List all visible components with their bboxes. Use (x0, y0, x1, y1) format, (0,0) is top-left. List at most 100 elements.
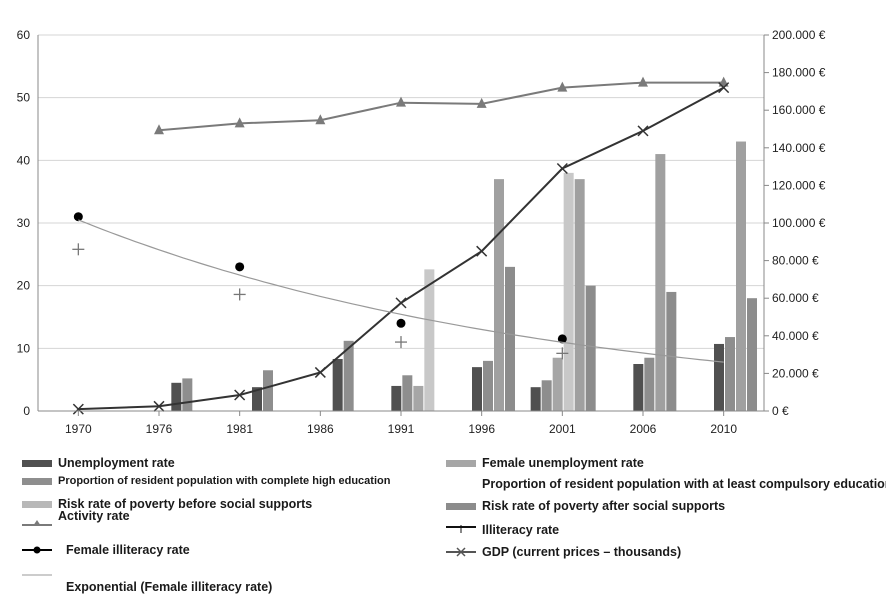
y-right-tick-label: 80.000 € (772, 254, 819, 268)
series-line (158, 81, 724, 132)
bar (552, 357, 563, 411)
bar (332, 358, 343, 411)
bar (391, 385, 402, 411)
y-left-tick-label: 10 (17, 341, 31, 355)
y-right-tick-label: 20.000 € (772, 366, 819, 380)
y-right-tick-label: 160.000 € (772, 103, 826, 117)
y-right-tick-label: 180.000 € (772, 66, 826, 80)
x-tick-label: 1991 (388, 422, 415, 436)
point-triangle (154, 124, 164, 135)
legend-label: Proportion of resident population with c… (58, 475, 391, 487)
x-tick-label: 2006 (630, 422, 657, 436)
point-dot (396, 318, 406, 328)
legend-swatch (22, 500, 52, 508)
bar (747, 298, 757, 411)
bar (644, 357, 655, 411)
y-right-tick-label: 40.000 € (772, 329, 819, 343)
point-x (234, 389, 246, 401)
y-right-tick-label: 140.000 € (772, 141, 826, 155)
y-right-tick-label: 200.000 € (772, 28, 826, 42)
legend-item-female-illiteracy: Female illiteracy rate (22, 543, 190, 557)
y-left-tick-label: 0 (23, 404, 30, 418)
bar (424, 269, 435, 411)
series-line (78, 86, 725, 411)
point-x (395, 297, 407, 309)
legend-item-activity: Activity rate (22, 509, 130, 526)
bar (530, 387, 541, 411)
y-left-tick-label: 60 (17, 28, 31, 42)
y-right-tick-label: 60.000 € (772, 291, 819, 305)
x-tick-label: 1996 (468, 422, 495, 436)
legend-swatch (446, 459, 476, 467)
point-x (153, 400, 165, 412)
point-triangle (638, 76, 648, 87)
legend-label: GDP (current prices – thousands) (482, 545, 682, 559)
y-right-tick-label: 120.000 € (772, 178, 826, 192)
bar (574, 179, 585, 411)
y-left-tick-label: 20 (17, 279, 31, 293)
point-x (637, 125, 649, 137)
legend-label: Exponential (Female illiteracy rate) (66, 580, 273, 594)
x-tick-label: 1981 (226, 422, 253, 436)
bar (714, 343, 724, 411)
axes: 0 10 20 30 40 50 60 0 € 20.000 € 40.000 € 60.000 €… (17, 28, 826, 436)
bar (252, 387, 262, 411)
bar (541, 380, 552, 411)
legend-label: Risk rate of poverty after social suppor… (482, 499, 726, 513)
point-x (72, 403, 84, 415)
point-x (556, 162, 568, 175)
point-dot (235, 262, 245, 272)
bar (633, 364, 644, 411)
point-triangle (396, 96, 406, 107)
point-triangle (315, 114, 326, 125)
point-x (718, 82, 730, 94)
combo-chart: 0 10 20 30 40 50 60 0 € 20.000 € 40.000 € 60.000 €… (17, 28, 826, 436)
legend-swatch (22, 459, 52, 467)
y-right-tick-label: 0 € (772, 404, 789, 418)
x-tick-label: 1970 (65, 422, 92, 436)
point-dot (557, 334, 567, 344)
bar (263, 370, 273, 411)
legend-label: Risk rate of poverty before social suppo… (58, 497, 313, 511)
legend-swatch (446, 502, 476, 510)
bar (655, 154, 666, 412)
legend-item-illiteracy: Illiteracy rate (446, 523, 559, 537)
point-triangle (476, 97, 487, 108)
bar (182, 378, 193, 411)
legend-item-gdp: GDP (current prices – thousands) (446, 545, 681, 559)
legend-label: Activity rate (58, 509, 130, 523)
line-marks (72, 76, 730, 415)
legend-swatch (22, 477, 52, 485)
bar (413, 385, 424, 411)
legend-item-compulsory-edu: Proportion of resident population with a… (482, 477, 886, 491)
trendline (78, 219, 724, 363)
x-tick-label: 1986 (307, 422, 334, 436)
y-left-tick-label: 40 (17, 153, 31, 167)
legend-item-female-unemployment: Female unemployment rate (446, 456, 644, 470)
bar (725, 337, 735, 411)
legend-line-swatch (22, 574, 52, 586)
legend-line-swatch (22, 545, 52, 555)
bar (483, 360, 493, 411)
bar (171, 382, 182, 411)
point-x (314, 366, 326, 378)
y-left-tick-label: 30 (17, 216, 31, 230)
bar (585, 285, 596, 411)
x-tick-label: 1976 (146, 422, 173, 436)
legend-item-poverty-after: Risk rate of poverty after social suppor… (446, 499, 725, 513)
y-right-tick-label: 100.000 € (772, 216, 826, 230)
y-left-tick-label: 50 (17, 91, 31, 105)
legend-item-unemployment: Unemployment rate (22, 456, 175, 470)
legend-line-swatch (446, 547, 476, 557)
legend-line-swatch (22, 515, 52, 526)
bar (402, 375, 413, 411)
legend-label: Illiteracy rate (482, 523, 560, 537)
bar (494, 179, 504, 411)
bar (666, 291, 677, 411)
legend-item-exponential: Exponential (Female illiteracy rate) (22, 568, 272, 594)
x-tick-label: 2010 (710, 422, 737, 436)
point-triangle (234, 117, 245, 128)
bar (563, 172, 574, 411)
legend-label: Female unemployment rate (482, 456, 644, 470)
bar (472, 367, 482, 411)
